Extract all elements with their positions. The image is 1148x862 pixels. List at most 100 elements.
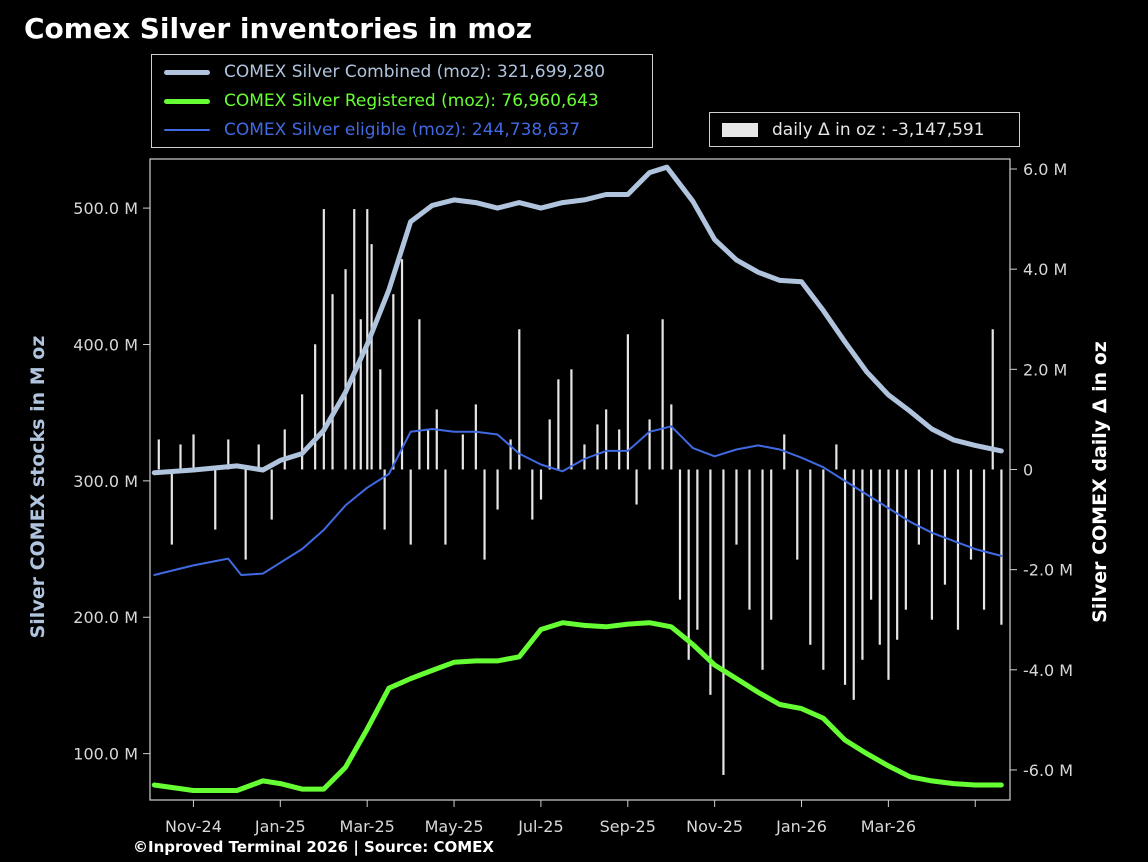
daily-bar — [635, 469, 638, 505]
registered-line — [151, 620, 1004, 793]
daily-bar — [301, 394, 304, 470]
combined-line — [151, 164, 1004, 476]
y-tick-label-right: 4.0 M — [1023, 260, 1067, 279]
legend-item-combined: COMEX Silver Combined (moz): 321,699,280 — [152, 58, 605, 86]
source-footer: ©Inproved Terminal 2026 | Source: COMEX — [133, 838, 494, 856]
legend-item-eligible: COMEX Silver eligible (moz): 244,738,637 — [152, 116, 580, 144]
daily-bar — [192, 434, 195, 470]
x-tick-label: Jul-25 — [517, 817, 563, 836]
daily-bar — [969, 469, 973, 560]
y-tick-label-right: 2.0 M — [1023, 360, 1067, 379]
daily-bar — [179, 444, 182, 470]
daily-bar — [861, 469, 864, 660]
y-tick-label-left: 500.0 M — [73, 199, 138, 218]
y-tick-label-left: 400.0 M — [73, 335, 138, 354]
daily-bar — [930, 469, 934, 620]
y-tick-label-left: 300.0 M — [73, 472, 138, 491]
daily-bar — [400, 259, 404, 470]
x-tick-label: Mar-25 — [340, 817, 395, 836]
daily-bar — [626, 334, 629, 470]
daily-bar — [322, 209, 325, 470]
daily-bar — [896, 469, 899, 640]
daily-bar — [483, 469, 486, 560]
legend-label-registered: COMEX Silver Registered (moz): 76,960,64… — [224, 91, 599, 111]
daily-bar — [244, 469, 247, 560]
daily-bar — [444, 469, 447, 545]
daily-bar — [661, 319, 664, 470]
daily-bar — [418, 319, 421, 470]
y-axis-label-right: Silver COMEX daily Δ in oz — [1089, 341, 1111, 623]
daily-bar — [870, 469, 873, 600]
daily-bar — [461, 434, 464, 470]
legend-label-daily: daily Δ in oz : -3,147,591 — [772, 119, 985, 140]
daily-bar — [496, 469, 499, 510]
daily-bar — [809, 469, 812, 645]
plot-frame — [149, 158, 1011, 801]
daily-bar — [761, 469, 764, 670]
daily-bar — [214, 469, 217, 530]
x-tick-label: Jan-26 — [775, 817, 827, 836]
daily-bar — [722, 469, 725, 775]
daily-bar — [687, 469, 690, 660]
legend: COMEX Silver Combined (moz): 321,699,280… — [151, 54, 653, 148]
chart-title: Comex Silver inventories in moz — [24, 12, 533, 45]
daily-bar — [991, 329, 994, 470]
x-tick-label: Nov-25 — [686, 817, 743, 836]
series-lines — [151, 164, 1004, 793]
daily-bar — [735, 469, 738, 545]
daily-bar — [283, 429, 286, 470]
daily-bar — [887, 469, 890, 680]
daily-bar — [917, 469, 920, 545]
legend-item-daily: daily Δ in oz : -3,147,591 — [710, 113, 985, 146]
daily-bar — [344, 269, 347, 470]
legend-daily: daily Δ in oz : -3,147,591 — [709, 112, 1020, 147]
daily-bar — [570, 369, 573, 470]
daily-bar — [678, 469, 682, 600]
x-tick-label: Nov-24 — [165, 817, 222, 836]
daily-bar — [353, 209, 356, 470]
daily-bar — [227, 439, 230, 470]
daily-bar — [474, 404, 477, 470]
daily-bar — [409, 469, 412, 545]
y-tick-label-right: -6.0 M — [1023, 761, 1073, 780]
daily-bar — [796, 469, 799, 560]
y-tick-label-right: -2.0 M — [1023, 561, 1073, 580]
daily-bar — [314, 344, 317, 470]
x-tick-label: Sep-25 — [600, 817, 656, 836]
legend-swatch-eligible — [164, 129, 210, 131]
daily-bar — [359, 319, 362, 470]
daily-bar — [748, 469, 751, 610]
daily-bar — [696, 469, 699, 630]
x-tick-label: May-25 — [425, 817, 484, 836]
daily-bar — [583, 444, 586, 470]
daily-bar — [956, 469, 960, 630]
daily-bar — [596, 424, 599, 470]
y-tick-label-right: 6.0 M — [1023, 160, 1067, 179]
y-axis-label-left: Silver COMEX stocks in M oz — [27, 336, 49, 639]
legend-item-registered: COMEX Silver Registered (moz): 76,960,64… — [152, 87, 599, 115]
legend-label-eligible: COMEX Silver eligible (moz): 244,738,637 — [224, 120, 581, 140]
daily-bar — [648, 419, 651, 470]
daily-bar — [392, 294, 395, 470]
y-tick-label-right: -4.0 M — [1023, 661, 1073, 680]
daily-bar — [982, 469, 986, 610]
plot-area — [149, 158, 1011, 801]
daily-bar — [509, 439, 512, 470]
daily-bar — [709, 469, 712, 695]
daily-bar — [770, 469, 773, 620]
daily-bar — [618, 429, 621, 470]
axes: 100.0 M 200.0 M 300.0 M 400.0 M 500.0 M -6.0 … — [73, 160, 1073, 836]
y-tick-label-left: 200.0 M — [73, 608, 138, 627]
daily-bar — [670, 404, 673, 470]
daily-bar — [257, 444, 260, 470]
x-tick-label: Jan-25 — [254, 817, 306, 836]
daily-bar — [379, 369, 382, 470]
legend-label-combined: COMEX Silver Combined (moz): 321,699,280 — [224, 62, 606, 82]
legend-swatch-combined — [164, 69, 210, 75]
daily-bar — [531, 469, 534, 520]
daily-bar — [904, 469, 907, 610]
daily-bar — [548, 419, 551, 470]
daily-bar — [435, 409, 438, 470]
daily-bar — [557, 379, 560, 470]
daily-bar — [426, 429, 430, 470]
